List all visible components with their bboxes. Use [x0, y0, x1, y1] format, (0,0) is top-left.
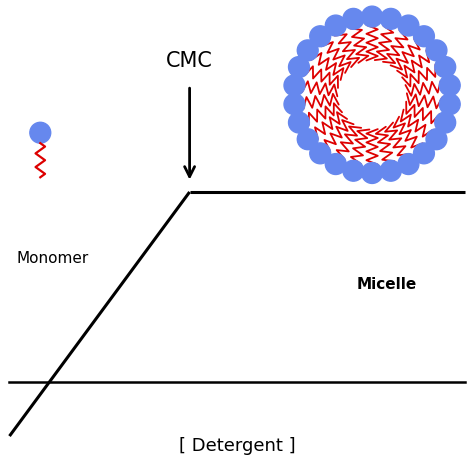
Circle shape: [362, 163, 383, 183]
Circle shape: [297, 129, 318, 150]
Text: Micelle: Micelle: [356, 277, 417, 292]
Text: [ Detergent ]: [ Detergent ]: [179, 437, 295, 455]
Text: CMC: CMC: [166, 51, 213, 71]
Circle shape: [439, 94, 460, 115]
Circle shape: [439, 75, 460, 96]
Circle shape: [289, 112, 310, 133]
Circle shape: [435, 56, 456, 77]
Circle shape: [426, 40, 447, 61]
Circle shape: [343, 9, 364, 29]
Text: Monomer: Monomer: [17, 251, 89, 266]
Circle shape: [289, 56, 310, 77]
Circle shape: [398, 154, 419, 174]
Circle shape: [284, 94, 305, 115]
Circle shape: [325, 154, 346, 174]
Circle shape: [297, 40, 318, 61]
Circle shape: [398, 15, 419, 36]
Circle shape: [380, 160, 401, 181]
Circle shape: [325, 15, 346, 36]
Circle shape: [30, 122, 51, 143]
Circle shape: [310, 143, 331, 164]
Circle shape: [362, 6, 383, 27]
Circle shape: [426, 129, 447, 150]
Circle shape: [310, 26, 331, 46]
Circle shape: [435, 112, 456, 133]
Circle shape: [413, 26, 434, 46]
Circle shape: [343, 160, 364, 181]
Circle shape: [284, 75, 305, 96]
Circle shape: [334, 56, 410, 133]
Circle shape: [380, 9, 401, 29]
Circle shape: [413, 143, 434, 164]
